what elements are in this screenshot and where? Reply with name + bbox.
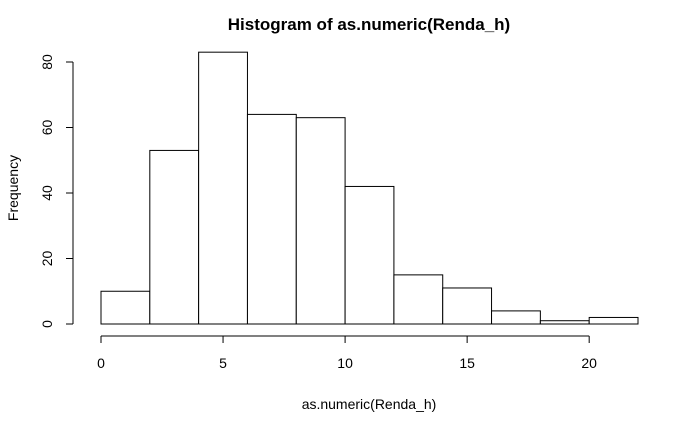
y-tick-label: 60 (39, 120, 55, 136)
histogram-bar-7 (393, 274, 444, 325)
x-tick-label: 20 (581, 355, 597, 371)
histogram-bar-10 (539, 320, 590, 325)
histogram-bar-11 (588, 316, 639, 325)
x-tick-label: 10 (337, 355, 353, 371)
histogram-bar-5 (295, 117, 346, 325)
histogram-bars (100, 51, 639, 325)
y-axis: 0 20 40 60 80 (39, 54, 74, 328)
x-axis: 0 5 10 15 20 (97, 335, 597, 371)
y-tick-label: 0 (39, 320, 55, 328)
y-tick-label: 80 (39, 54, 55, 70)
x-tick-label: 0 (97, 355, 105, 371)
histogram-bar-9 (491, 310, 541, 325)
histogram-bar-1 (100, 290, 151, 325)
x-tick-label: 5 (219, 355, 227, 371)
histogram-bar-3 (198, 51, 248, 325)
x-axis-label: as.numeric(Renda_h) (302, 396, 437, 412)
y-axis-label: Frequency (5, 155, 21, 221)
histogram-bar-6 (344, 185, 395, 325)
histogram-bar-2 (149, 149, 200, 325)
histogram-bar-8 (442, 287, 493, 325)
y-tick-label: 20 (39, 251, 55, 267)
chart-title: Histogram of as.numeric(Renda_h) (228, 15, 510, 34)
histogram-bar-4 (246, 113, 297, 325)
x-tick-label: 15 (459, 355, 475, 371)
y-tick-label: 40 (39, 185, 55, 201)
